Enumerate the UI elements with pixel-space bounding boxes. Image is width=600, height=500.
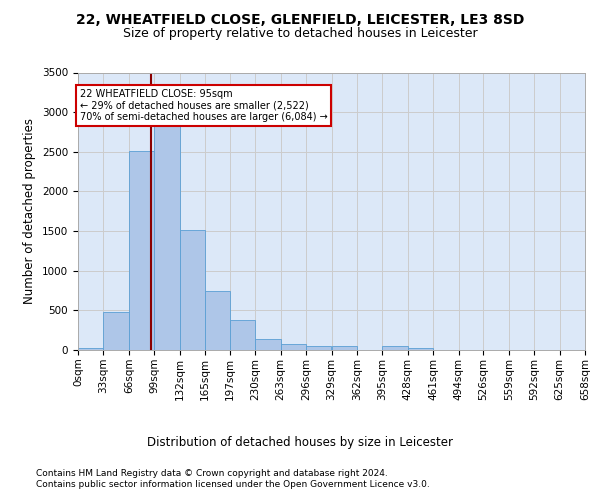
Y-axis label: Number of detached properties: Number of detached properties [23, 118, 37, 304]
Bar [331, 346, 357, 350]
Bar [408, 348, 433, 350]
Text: 22, WHEATFIELD CLOSE, GLENFIELD, LEICESTER, LE3 8SD: 22, WHEATFIELD CLOSE, GLENFIELD, LEICEST… [76, 12, 524, 26]
Bar [230, 320, 255, 350]
Text: Distribution of detached houses by size in Leicester: Distribution of detached houses by size … [147, 436, 453, 449]
Text: Contains HM Land Registry data © Crown copyright and database right 2024.: Contains HM Land Registry data © Crown c… [36, 468, 388, 477]
Bar [382, 346, 408, 350]
Bar [129, 151, 154, 350]
Bar [180, 230, 205, 350]
Bar [306, 346, 331, 350]
Text: 22 WHEATFIELD CLOSE: 95sqm
← 29% of detached houses are smaller (2,522)
70% of s: 22 WHEATFIELD CLOSE: 95sqm ← 29% of deta… [80, 89, 327, 122]
Bar [103, 312, 129, 350]
Bar [78, 348, 103, 350]
Bar [154, 126, 180, 350]
Bar [281, 344, 306, 350]
Bar [255, 339, 281, 350]
Text: Contains public sector information licensed under the Open Government Licence v3: Contains public sector information licen… [36, 480, 430, 489]
Text: Size of property relative to detached houses in Leicester: Size of property relative to detached ho… [122, 28, 478, 40]
Bar [205, 290, 230, 350]
